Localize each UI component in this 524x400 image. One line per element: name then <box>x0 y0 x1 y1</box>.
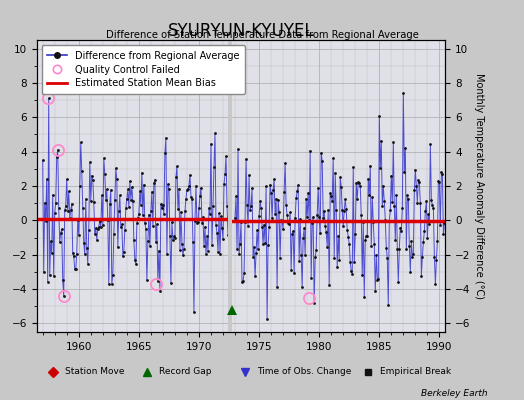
Text: Berkeley Earth: Berkeley Earth <box>421 389 487 398</box>
Text: Time of Obs. Change: Time of Obs. Change <box>257 368 352 376</box>
Text: Record Gap: Record Gap <box>159 368 212 376</box>
Legend: Difference from Regional Average, Quality Control Failed, Estimated Station Mean: Difference from Regional Average, Qualit… <box>41 45 245 94</box>
Y-axis label: Monthly Temperature Anomaly Difference (°C): Monthly Temperature Anomaly Difference (… <box>474 73 484 299</box>
Bar <box>228 40 232 332</box>
Text: Station Move: Station Move <box>66 368 125 376</box>
Text: Empirical Break: Empirical Break <box>380 368 451 376</box>
Text: Difference of Station Temperature Data from Regional Average: Difference of Station Temperature Data f… <box>105 30 419 40</box>
Title: SYURYUN-KYUYEL: SYURYUN-KYUYEL <box>168 22 314 40</box>
